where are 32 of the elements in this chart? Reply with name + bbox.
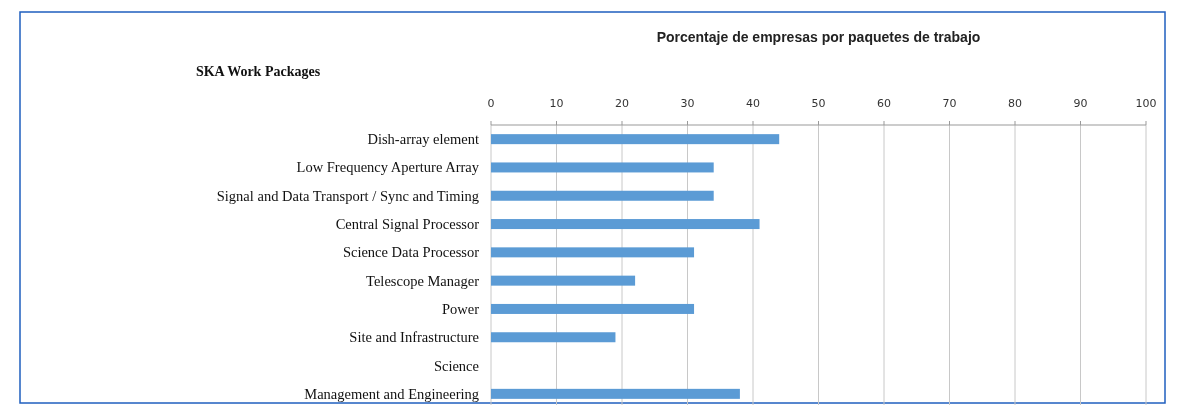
bar bbox=[491, 134, 780, 145]
bar bbox=[491, 388, 740, 399]
x-tick-label: 70 bbox=[942, 97, 957, 110]
x-tick-label: 80 bbox=[1008, 97, 1022, 110]
x-tick-label: 0 bbox=[487, 97, 495, 110]
text: SKA Work Packages bbox=[195, 64, 321, 79]
x-tick-label: 20 bbox=[615, 97, 629, 110]
y-tick-label: Telescope Manager bbox=[366, 272, 480, 289]
bar bbox=[491, 275, 636, 286]
bar bbox=[491, 162, 714, 173]
bar bbox=[491, 190, 714, 201]
chart-title: Porcentaje de empresas por paquetes de trabajo bbox=[656, 29, 981, 45]
x-tick-label: 100 bbox=[1135, 97, 1157, 110]
y-tick-label: Dish-array element bbox=[367, 131, 479, 148]
bar bbox=[491, 332, 616, 343]
x-tick-label: 40 bbox=[746, 97, 760, 110]
bar bbox=[491, 247, 695, 258]
y-tick-label: Site and Infrastructure bbox=[349, 329, 479, 346]
x-tick-label: 10 bbox=[549, 97, 564, 110]
bar bbox=[491, 303, 695, 314]
y-tick-label: Management and Engineering bbox=[304, 385, 479, 402]
y-tick-label: Central Signal Processor bbox=[335, 216, 480, 233]
x-tick-label: 60 bbox=[877, 97, 891, 110]
y-tick-label: Science bbox=[433, 357, 479, 374]
x-tick-label: 50 bbox=[811, 97, 826, 110]
y-tick-label: Power bbox=[441, 300, 480, 317]
y-tick-label: Science Data Processor bbox=[342, 244, 480, 261]
x-tick-label: 90 bbox=[1073, 97, 1088, 110]
x-tick-label: 30 bbox=[680, 97, 695, 110]
y-tick-label: Low Frequency Aperture Array bbox=[296, 159, 480, 176]
bar bbox=[491, 219, 760, 230]
y-tick-label: Signal and Data Transport / Sync and Timing bbox=[216, 187, 479, 204]
